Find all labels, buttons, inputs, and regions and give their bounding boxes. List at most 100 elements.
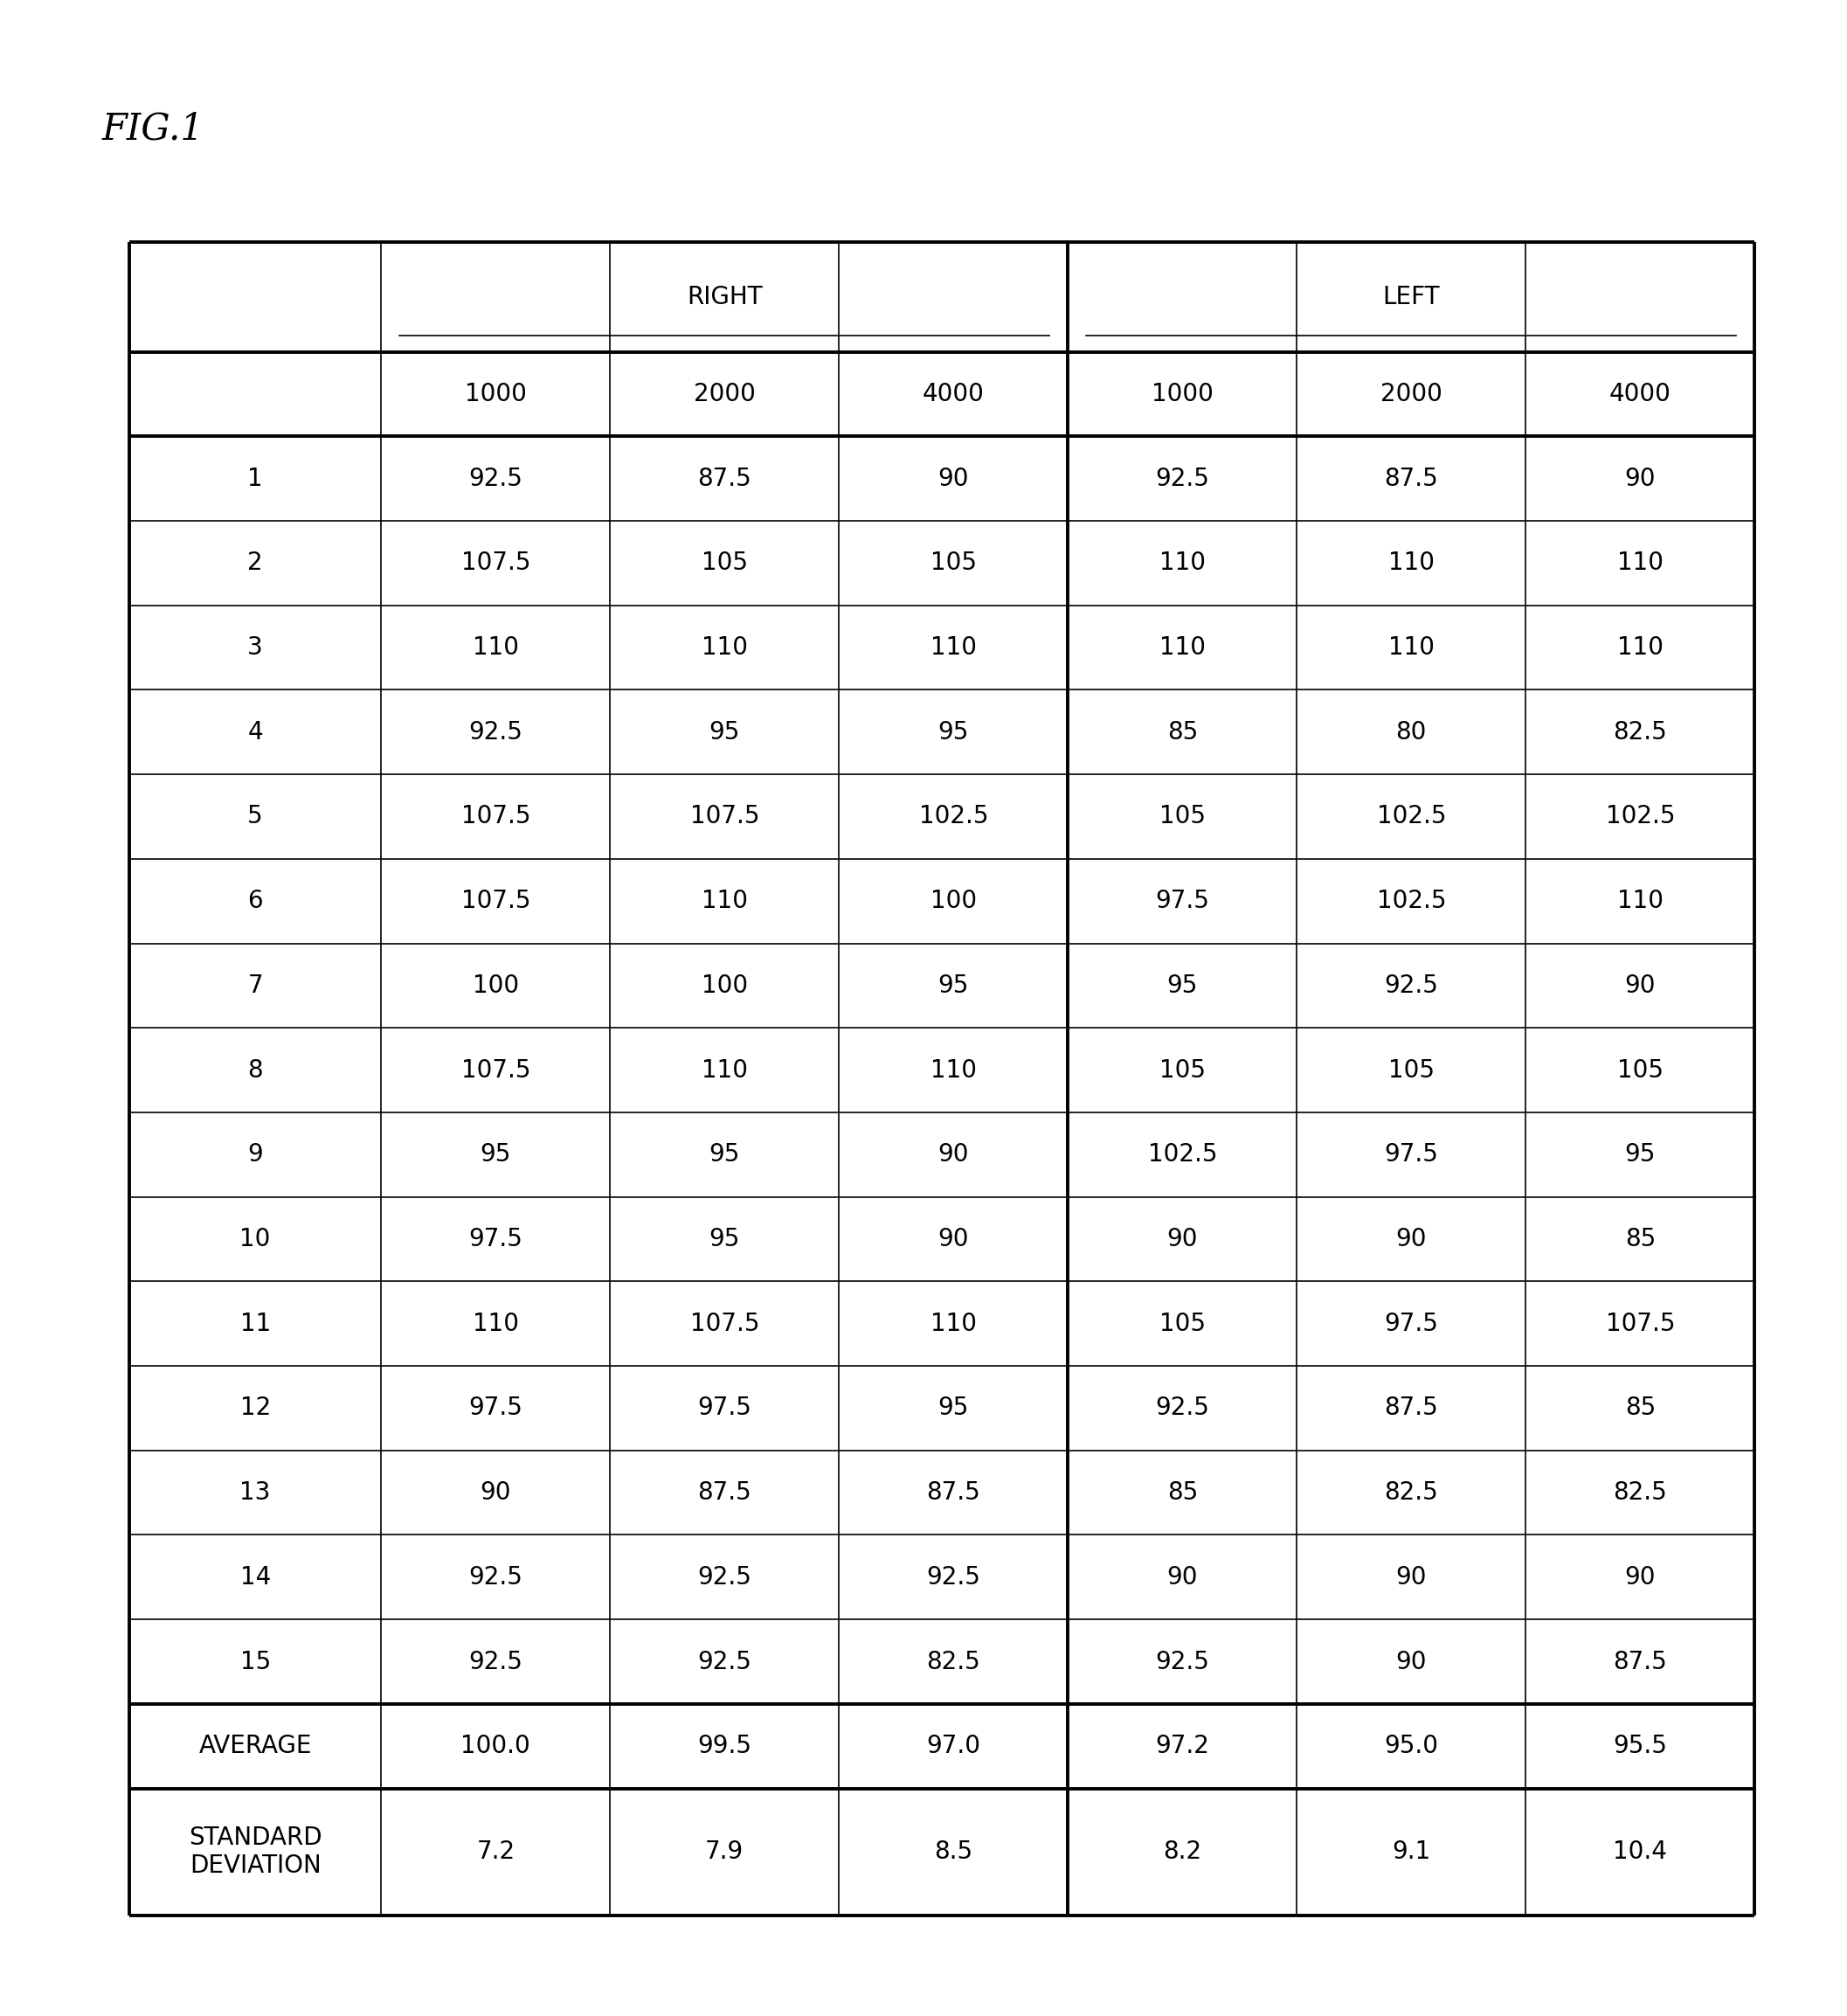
Text: 5: 5: [247, 804, 262, 829]
Text: 82.5: 82.5: [927, 1649, 981, 1673]
Text: 97.0: 97.0: [927, 1734, 981, 1758]
Text: 10: 10: [240, 1228, 272, 1252]
Text: 97.5: 97.5: [1383, 1310, 1439, 1337]
Text: 1000: 1000: [1151, 381, 1213, 407]
Text: 92.5: 92.5: [927, 1564, 981, 1589]
Text: 105: 105: [1160, 804, 1206, 829]
Text: 82.5: 82.5: [1612, 1480, 1668, 1504]
Text: 90: 90: [1396, 1564, 1426, 1589]
Text: 95: 95: [480, 1143, 512, 1167]
Text: 95: 95: [1167, 974, 1199, 998]
Text: 82.5: 82.5: [1612, 720, 1668, 744]
Text: 92.5: 92.5: [469, 1649, 523, 1673]
Text: 82.5: 82.5: [1383, 1480, 1439, 1504]
Text: 110: 110: [473, 635, 519, 659]
Text: 92.5: 92.5: [698, 1649, 752, 1673]
Text: 87.5: 87.5: [1612, 1649, 1668, 1673]
Text: 110: 110: [931, 1058, 977, 1083]
Text: 95: 95: [1625, 1143, 1655, 1167]
Text: 107.5: 107.5: [689, 1310, 759, 1337]
Text: 95: 95: [938, 720, 970, 744]
Text: 110: 110: [931, 1310, 977, 1337]
Text: 87.5: 87.5: [1383, 466, 1439, 490]
Text: 92.5: 92.5: [1156, 1649, 1210, 1673]
Text: 2: 2: [247, 550, 262, 575]
Text: 97.5: 97.5: [698, 1395, 752, 1421]
Text: 90: 90: [1396, 1228, 1426, 1252]
Text: 10.4: 10.4: [1612, 1839, 1668, 1865]
Text: 110: 110: [1389, 550, 1435, 575]
Text: STANDARD
DEVIATION: STANDARD DEVIATION: [188, 1824, 321, 1879]
Text: 97.5: 97.5: [1383, 1143, 1439, 1167]
Text: 100: 100: [473, 974, 519, 998]
Text: 12: 12: [240, 1395, 272, 1421]
Text: 97.5: 97.5: [469, 1228, 523, 1252]
Text: 92.5: 92.5: [1156, 1395, 1210, 1421]
Text: 95: 95: [709, 1143, 741, 1167]
Text: 95: 95: [709, 1228, 741, 1252]
Text: 105: 105: [702, 550, 748, 575]
Text: 100.0: 100.0: [462, 1734, 530, 1758]
Text: 92.5: 92.5: [1383, 974, 1439, 998]
Text: 107.5: 107.5: [462, 889, 530, 913]
Text: 7.9: 7.9: [706, 1839, 744, 1865]
Text: 107.5: 107.5: [1605, 1310, 1675, 1337]
Text: 95.0: 95.0: [1383, 1734, 1439, 1758]
Text: 87.5: 87.5: [698, 466, 752, 490]
Text: 110: 110: [1160, 635, 1206, 659]
Text: 99.5: 99.5: [698, 1734, 752, 1758]
Text: 110: 110: [702, 889, 748, 913]
Text: 110: 110: [931, 635, 977, 659]
Text: 7.2: 7.2: [477, 1839, 515, 1865]
Text: 110: 110: [702, 1058, 748, 1083]
Text: 97.5: 97.5: [469, 1395, 523, 1421]
Text: 90: 90: [938, 466, 970, 490]
Text: 102.5: 102.5: [1376, 889, 1446, 913]
Text: 100: 100: [702, 974, 748, 998]
Text: 97.2: 97.2: [1156, 1734, 1210, 1758]
Text: 3: 3: [247, 635, 262, 659]
Text: 95: 95: [709, 720, 741, 744]
Text: 8.5: 8.5: [935, 1839, 973, 1865]
Text: 90: 90: [1625, 974, 1655, 998]
Text: 105: 105: [1160, 1058, 1206, 1083]
Text: 11: 11: [240, 1310, 272, 1337]
Text: 8: 8: [247, 1058, 262, 1083]
Text: 2000: 2000: [1380, 381, 1443, 407]
Text: 90: 90: [938, 1143, 970, 1167]
Text: 105: 105: [1616, 1058, 1664, 1083]
Text: 13: 13: [240, 1480, 272, 1504]
Text: 90: 90: [1625, 1564, 1655, 1589]
Text: 110: 110: [1160, 550, 1206, 575]
Text: 90: 90: [480, 1480, 512, 1504]
Text: 92.5: 92.5: [469, 720, 523, 744]
Text: 102.5: 102.5: [1147, 1143, 1217, 1167]
Text: 107.5: 107.5: [462, 804, 530, 829]
Text: 110: 110: [1616, 889, 1664, 913]
Text: 8.2: 8.2: [1164, 1839, 1202, 1865]
Text: 2000: 2000: [694, 381, 755, 407]
Text: AVERAGE: AVERAGE: [199, 1734, 312, 1758]
Text: 97.5: 97.5: [1156, 889, 1210, 913]
Text: FIG.1: FIG.1: [102, 111, 203, 147]
Text: 9.1: 9.1: [1393, 1839, 1431, 1865]
Text: RIGHT: RIGHT: [687, 284, 763, 308]
Text: 105: 105: [931, 550, 977, 575]
Text: 105: 105: [1389, 1058, 1435, 1083]
Text: 110: 110: [702, 635, 748, 659]
Text: 87.5: 87.5: [927, 1480, 981, 1504]
Text: 6: 6: [247, 889, 262, 913]
Text: 105: 105: [1160, 1310, 1206, 1337]
Text: 102.5: 102.5: [1376, 804, 1446, 829]
Text: 110: 110: [473, 1310, 519, 1337]
Text: 100: 100: [931, 889, 977, 913]
Text: 4000: 4000: [1609, 381, 1672, 407]
Text: 90: 90: [1167, 1564, 1199, 1589]
Text: 107.5: 107.5: [462, 1058, 530, 1083]
Text: 92.5: 92.5: [469, 466, 523, 490]
Text: 102.5: 102.5: [1605, 804, 1675, 829]
Text: 87.5: 87.5: [1383, 1395, 1439, 1421]
Text: 14: 14: [240, 1564, 272, 1589]
Text: 80: 80: [1396, 720, 1426, 744]
Text: 92.5: 92.5: [1156, 466, 1210, 490]
